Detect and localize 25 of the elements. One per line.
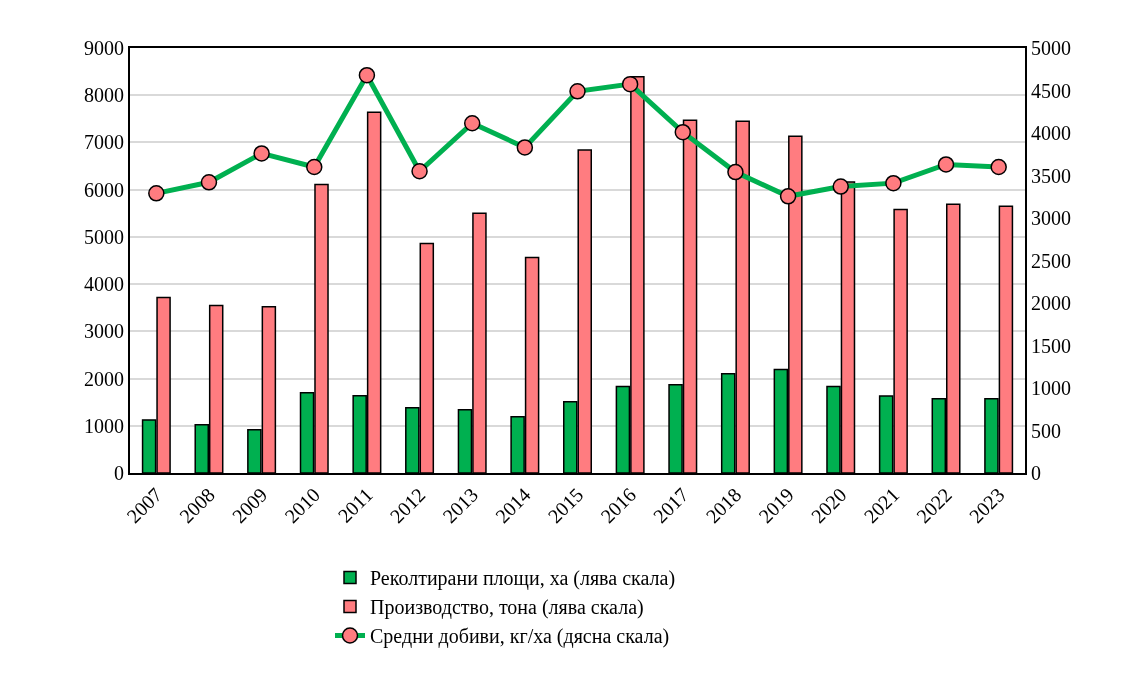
y-tick-label: 8000 (84, 84, 124, 107)
y-tick-label: 6000 (84, 178, 124, 201)
y-tick-label: 0 (114, 462, 124, 484)
y2-tick-label: 500 (1031, 419, 1061, 442)
y2-tick-label: 4500 (1031, 79, 1071, 102)
y2-tick-label: 2000 (1031, 292, 1071, 314)
y2-tick-label: 1000 (1031, 377, 1071, 399)
y2-tick-label: 2500 (1031, 249, 1071, 272)
y2-tick-label: 3000 (1031, 207, 1071, 229)
legend-label: Производство, тона (лява скала) (370, 596, 644, 620)
legend-label: Реколтирани площи, ха (лява скала) (370, 567, 676, 591)
y-tick-label: 5000 (84, 225, 124, 248)
y2-tick-label: 3500 (1031, 164, 1071, 187)
y2-tick-label: 0 (1031, 462, 1041, 484)
y2-tick-label: 1500 (1031, 334, 1071, 357)
y-tick-label: 1000 (84, 414, 124, 437)
x-tick-label: 2011 (333, 483, 377, 527)
y2-tick-label: 4000 (1031, 122, 1071, 144)
y2-tick-label: 5000 (1031, 37, 1071, 59)
legend-label: Средни добиви, кг/ха (дясна скала) (370, 625, 670, 649)
y-tick-label: 9000 (84, 37, 124, 59)
y-tick-label: 7000 (84, 131, 124, 154)
y-tick-label: 4000 (84, 273, 124, 296)
y-tick-label: 2000 (84, 367, 124, 390)
y-tick-label: 3000 (84, 320, 124, 343)
